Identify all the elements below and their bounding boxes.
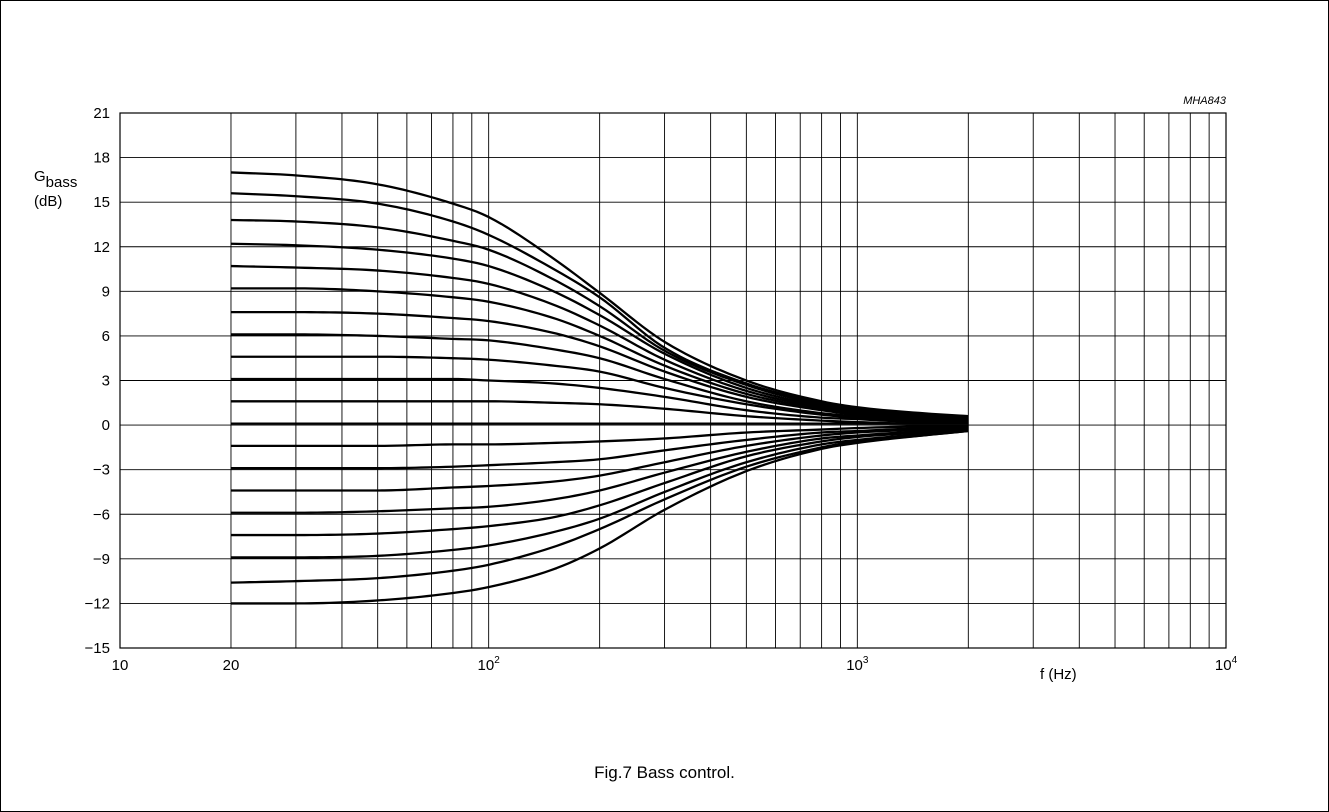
curve-20 (230, 429, 969, 605)
x-tick-label: 102 (478, 655, 501, 674)
y-tick-labels: 21 18 15 12 9 6 3 0 −3 −6 −9 −12 −15 (85, 105, 110, 657)
y-tick-label: 6 (102, 328, 110, 345)
y-tick-label: 21 (93, 105, 110, 122)
figure-caption: Fig.7 Bass control. (594, 763, 735, 782)
y-tick-label: −9 (93, 551, 110, 568)
curve-4 (230, 242, 969, 419)
figure-code: MHA843 (1183, 95, 1227, 107)
curve-14 (230, 425, 969, 470)
y-axis-label: Gbass (34, 168, 77, 191)
x-axis-label: f (Hz) (1040, 666, 1077, 683)
y-tick-label: 0 (102, 417, 110, 434)
curve-15 (230, 426, 969, 492)
curve-7 (230, 310, 969, 422)
y-tick-label: −12 (85, 595, 110, 612)
curve-10 (230, 377, 969, 424)
x-tick-label: 20 (223, 657, 240, 674)
curve-3 (230, 218, 969, 419)
curve-19 (230, 429, 969, 584)
curves (230, 171, 969, 605)
curve-16 (230, 426, 969, 514)
y-axis-label-main: G (34, 168, 46, 185)
x-tick-label: 104 (1215, 655, 1238, 674)
curve-1 (230, 171, 969, 418)
y-tick-label: 18 (93, 150, 110, 167)
x-tick-labels: 10 20 102 103 104 (112, 655, 1238, 674)
y-tick-label: −6 (93, 506, 110, 523)
curve-6 (230, 287, 969, 421)
y-tick-label: 9 (102, 283, 110, 300)
y-tick-label: 12 (93, 239, 110, 256)
y-tick-label: −15 (85, 640, 110, 657)
curve-17 (230, 428, 969, 537)
curve-11 (230, 400, 969, 425)
curve-8 (230, 333, 969, 422)
x-tick-label: 10 (112, 657, 129, 674)
y-tick-label: 3 (102, 373, 110, 390)
curve-9 (230, 355, 969, 424)
y-axis-label-sub: bass (46, 174, 78, 191)
y-tick-label: −3 (93, 462, 110, 479)
curve-5 (230, 264, 969, 421)
y-axis-unit: (dB) (34, 193, 62, 210)
y-tick-label: 15 (93, 194, 110, 211)
curve-13 (230, 425, 969, 448)
plot-area (119, 112, 1227, 649)
x-tick-label: 103 (846, 655, 869, 674)
curve-18 (230, 428, 969, 559)
